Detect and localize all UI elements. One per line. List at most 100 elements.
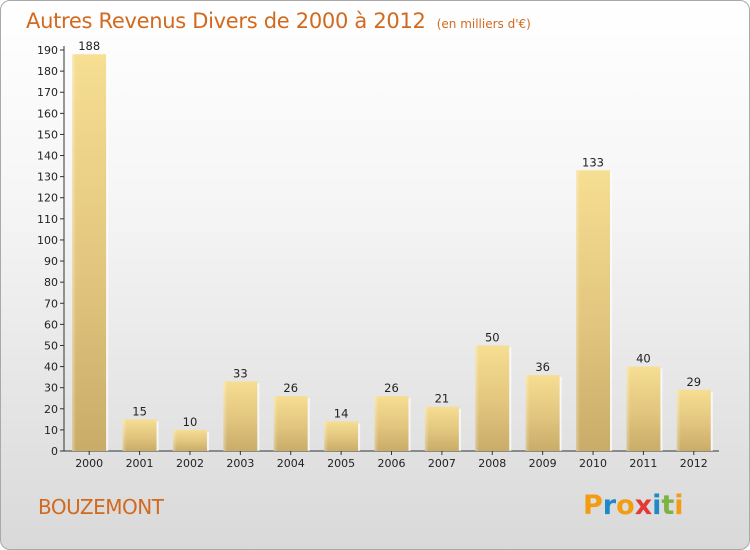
y-tick-label: 40 (44, 361, 58, 374)
bar-shadow (559, 377, 562, 451)
bar-shadow (408, 398, 411, 451)
bar-value-label: 21 (435, 392, 450, 406)
bar-value-label: 15 (132, 404, 147, 418)
bar-shadow (206, 431, 209, 451)
bar-value-label: 33 (233, 366, 248, 380)
bar (475, 345, 510, 451)
y-tick-label: 100 (37, 234, 58, 247)
y-tick-label: 140 (37, 150, 58, 163)
y-tick-label: 20 (44, 403, 58, 416)
y-tick-label: 50 (44, 339, 58, 352)
bar (525, 375, 560, 451)
x-tick-label: 2001 (126, 457, 154, 470)
x-tick-label: 2005 (327, 457, 355, 470)
y-tick-label: 160 (37, 107, 58, 120)
y-tick-label: 190 (37, 44, 58, 57)
x-tick-label: 2006 (378, 457, 406, 470)
y-tick-label: 170 (37, 86, 58, 99)
bar-value-label: 29 (686, 375, 701, 389)
chart-axes: 0 10 20 30 40 50 60 70 80 90 100 110 120 130 140 150 160… (37, 44, 719, 470)
bar-highlight (576, 170, 581, 452)
chart-title-block: Autres Revenus Divers de 2000 à 2012 (en… (26, 9, 531, 33)
y-tick-label: 90 (44, 255, 58, 268)
bar-highlight (374, 396, 379, 451)
bar-value-label: 133 (582, 155, 604, 169)
logo-letter: r (602, 490, 617, 521)
logo-letter: i (652, 490, 662, 521)
bars-group (72, 54, 713, 452)
x-tick-label: 2010 (579, 457, 607, 470)
bar-shadow (358, 423, 361, 451)
y-tick-label: 80 (44, 276, 58, 289)
bar (273, 396, 308, 451)
x-tick-label: 2003 (226, 457, 254, 470)
bar-shadow (106, 56, 109, 451)
chart-subtitle: (en milliers d'€) (436, 17, 531, 31)
x-tick-label: 2008 (478, 457, 506, 470)
logo-letter: P (583, 490, 603, 521)
logo-letter: o (616, 490, 635, 521)
y-tick-label: 120 (37, 192, 58, 205)
y-tick-label: 60 (44, 318, 58, 331)
bar-highlight (525, 375, 530, 451)
bar-value-label: 36 (535, 360, 550, 374)
bar-value-label: 188 (78, 39, 100, 53)
bar (626, 366, 661, 451)
bar-highlight (626, 366, 631, 451)
bar-shadow (610, 172, 613, 452)
y-tick-label: 150 (37, 128, 58, 141)
bar-highlight (676, 389, 681, 451)
bar-value-label: 26 (283, 381, 298, 395)
logo-letter: i (674, 490, 684, 521)
bar-highlight (72, 54, 77, 451)
x-tick-label: 2009 (529, 457, 557, 470)
bar (122, 419, 157, 451)
bar-value-label: 26 (384, 381, 399, 395)
logo-letter: t (661, 490, 675, 521)
bar-value-label: 14 (334, 406, 349, 420)
x-tick-label: 2012 (680, 457, 708, 470)
bar-highlight (424, 406, 429, 451)
chart-title: Autres Revenus Divers de 2000 à 2012 (26, 9, 426, 33)
bar (676, 389, 711, 451)
bar (424, 406, 459, 451)
bar-shadow (710, 391, 713, 451)
bar-value-label: 40 (636, 352, 651, 366)
x-tick-label: 2004 (277, 457, 305, 470)
value-labels-group: 188 15 10 33 26 14 26 21 50 36 133 40 29 (78, 39, 701, 429)
bar-shadow (307, 398, 310, 451)
bar-shadow (156, 421, 159, 451)
y-tick-label: 180 (37, 65, 58, 78)
bar-highlight (223, 381, 228, 451)
bar (172, 429, 207, 451)
y-tick-label: 30 (44, 382, 58, 395)
y-tick-label: 10 (44, 424, 58, 437)
x-tick-label: 2000 (75, 457, 103, 470)
x-tick-label: 2011 (629, 457, 657, 470)
bar-highlight (122, 419, 127, 451)
y-tick-label: 70 (44, 297, 58, 310)
bar-highlight (273, 396, 278, 451)
bar (324, 421, 359, 451)
proxiti-logo: Proxiti (583, 490, 684, 521)
bar (223, 381, 258, 451)
bar (72, 54, 107, 451)
bar-shadow (458, 408, 461, 451)
bar-highlight (324, 421, 329, 451)
bar (576, 170, 611, 452)
y-tick-label: 0 (51, 445, 58, 458)
bar-shadow (660, 368, 663, 451)
bar-highlight (172, 429, 177, 451)
bar (374, 396, 409, 451)
bar-highlight (475, 345, 480, 451)
x-tick-label: 2007 (428, 457, 456, 470)
bar-shadow (257, 383, 260, 451)
bar-value-label: 10 (183, 415, 198, 429)
y-tick-label: 110 (37, 213, 58, 226)
y-tick-label: 130 (37, 171, 58, 184)
commune-name: BOUZEMONT (38, 495, 164, 519)
bar-value-label: 50 (485, 330, 500, 344)
logo-letter: x (634, 490, 653, 521)
